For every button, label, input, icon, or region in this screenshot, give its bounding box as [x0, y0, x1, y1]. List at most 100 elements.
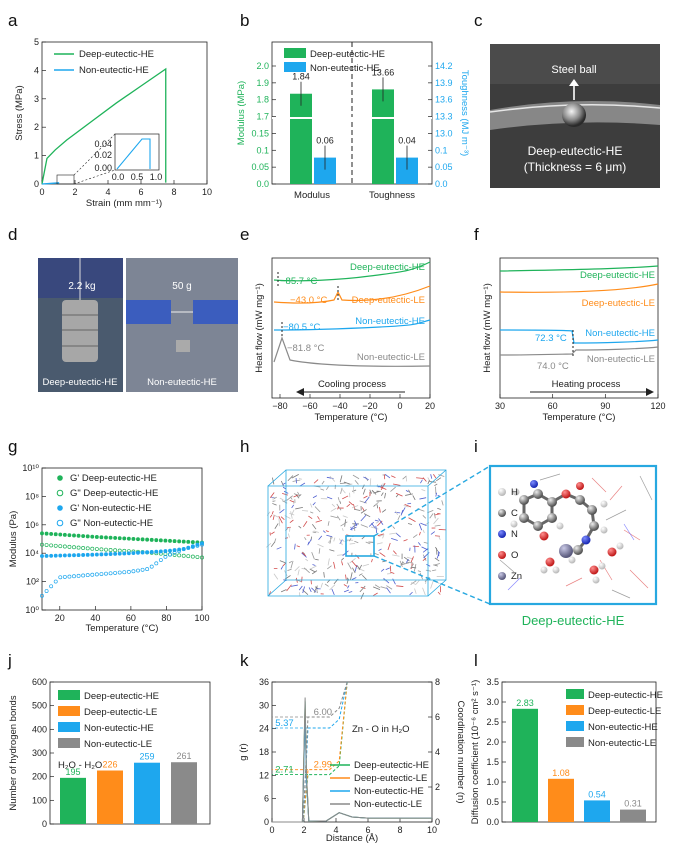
h-bond — [416, 478, 424, 479]
h-bond — [434, 513, 435, 518]
h-bond — [377, 543, 383, 544]
h-bond — [332, 589, 335, 595]
j-y-ticklabel: 100 — [32, 795, 47, 805]
b-left-ticklabel: 0.1 — [256, 145, 269, 155]
a-x-ticklabel: 4 — [105, 187, 110, 197]
j-legend-2: Non-eutectic-HE — [84, 723, 154, 734]
h-bond — [423, 478, 426, 482]
g-point-0 — [150, 538, 153, 541]
k-x-ticklabel: 8 — [397, 825, 402, 835]
h-bond — [295, 507, 303, 509]
k-yl-ticklabel: 0 — [264, 817, 269, 827]
photo-c-arrow-label: Steel ball — [551, 64, 596, 76]
k-cn-1 — [272, 682, 347, 822]
chart-k-legend: Deep-eutectic-HEDeep-eutectic-LENon-eute… — [330, 760, 429, 810]
g-point-0 — [100, 536, 103, 539]
h-bond — [312, 524, 316, 529]
f-label-non-le: Non-eutectic-LE — [587, 354, 655, 365]
h-bond — [338, 507, 339, 510]
legend-n-marker — [498, 530, 506, 538]
panel-label-f: f — [474, 225, 479, 244]
b-bar-0-0 — [290, 94, 312, 184]
g-y-ticklabel: 10² — [26, 577, 39, 587]
b-bar-label-1-1: 0.04 — [398, 136, 416, 146]
photo-c-caption-1: Deep-eutectic-HE — [528, 144, 623, 158]
h-bond — [342, 528, 343, 531]
j-y-ticklabel: 600 — [32, 677, 47, 687]
b-left-ticklabel: 0.15 — [251, 128, 269, 138]
b-right-ticklabel: 13.0 — [435, 128, 453, 138]
g-point-3 — [86, 574, 89, 577]
h-bond — [424, 542, 428, 543]
h-bond — [280, 561, 286, 563]
k-cn-label-1: 5.37 — [275, 718, 294, 729]
photo-d-weights: 2.2 kg Deep-eutectic-HE 50 g Non-eutecti… — [38, 258, 238, 392]
h-bond — [423, 530, 424, 533]
h-bond — [347, 504, 350, 507]
h-bond — [271, 542, 275, 547]
a-y-ticklabel: 3 — [34, 94, 39, 104]
g-point-0 — [127, 537, 130, 540]
h-bond — [350, 543, 355, 544]
h-bond — [376, 526, 377, 533]
h-bond — [348, 563, 352, 570]
g-point-1 — [59, 545, 62, 548]
l-y-ticklabel: 3.0 — [486, 697, 499, 707]
g-point-0 — [191, 540, 194, 543]
h-bond — [381, 492, 383, 495]
h-bond — [413, 535, 417, 538]
chart-b-cat-toughness: Toughness — [369, 190, 415, 201]
h-bond — [316, 520, 322, 522]
g-point-0 — [91, 535, 94, 538]
g-point-0 — [187, 540, 190, 543]
h-bond — [385, 474, 390, 478]
h-bond — [273, 515, 274, 520]
h-bond — [405, 494, 413, 496]
h-bond — [328, 521, 329, 526]
a-x-ticklabel: 10 — [202, 187, 212, 197]
e-x-ticklabel: 0 — [397, 401, 402, 411]
photo-d-right-bg — [126, 258, 238, 392]
legend-b-deep-swatch — [284, 48, 306, 58]
g-point-2 — [159, 550, 162, 553]
h-bond — [303, 521, 307, 527]
h-bond — [390, 487, 395, 492]
simulation-cube — [268, 470, 446, 596]
g-point-0 — [182, 540, 185, 543]
g-point-1 — [178, 554, 181, 557]
chart-k-annotation: Zn - O in H₂O — [352, 724, 410, 735]
g-point-3 — [159, 558, 162, 561]
g-point-0 — [68, 534, 71, 537]
legend-b-non-swatch — [284, 62, 306, 72]
legend-g-3: G' Non-eutectic-HE — [70, 503, 152, 514]
h-bond — [319, 548, 320, 553]
h-bond — [270, 515, 272, 518]
g-point-1 — [77, 546, 80, 549]
f-x-ticklabel: 60 — [548, 401, 558, 411]
k-yl-ticklabel: 24 — [259, 724, 269, 734]
chart-e-ylabel: Heat flow (mW mg⁻¹) — [254, 283, 265, 372]
h-bond — [422, 547, 428, 550]
b-bar-label-1-0: 13.66 — [372, 67, 395, 77]
f-curve-deep-le — [500, 284, 658, 292]
h-bond — [354, 523, 355, 531]
k-yr-ticklabel: 2 — [435, 782, 440, 792]
f-label-non-he: Non-eutectic-HE — [585, 328, 655, 339]
h-bond — [283, 487, 286, 489]
h-bond — [334, 538, 335, 542]
g-y-ticklabel: 10⁰ — [25, 605, 39, 615]
inset-xtick-2: 0.5 — [131, 172, 144, 182]
b-right-ticklabel: 13.6 — [435, 95, 453, 105]
h-bond — [388, 543, 390, 550]
h-bond — [379, 507, 380, 512]
h-bond — [347, 578, 348, 581]
h-bond — [392, 555, 399, 556]
chart-k-ylabel-right: Coordination number (n) — [455, 701, 466, 804]
h-bond — [352, 506, 358, 508]
h-bond — [279, 518, 280, 526]
h-bond — [341, 488, 343, 494]
j-y-ticklabel: 200 — [32, 772, 47, 782]
